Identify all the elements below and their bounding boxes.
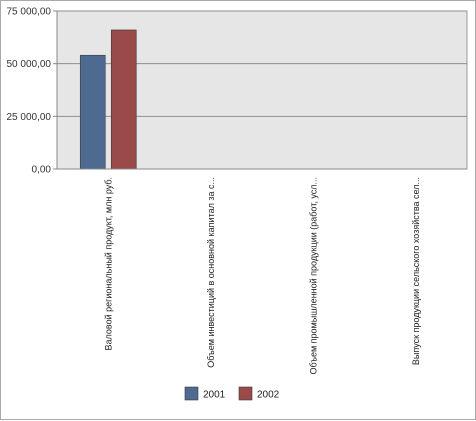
legend-swatch-2001 <box>184 386 199 401</box>
y-tick-label: 0,00 <box>32 165 52 176</box>
bars <box>79 29 137 170</box>
x-tick-label: Выпуск продукции сельского хозяйства сел… <box>411 177 421 365</box>
y-tick-label: 75 000,00 <box>7 7 52 18</box>
x-tick-label: Объем промышленной продукции (работ, усл… <box>308 177 318 375</box>
legend-label-2001: 2001 <box>203 390 226 401</box>
bar-2001-1 <box>79 54 106 170</box>
x-tick-label: Объем инвестиций в основной капитал за с… <box>206 177 216 368</box>
x-tick-label: Валовой региональный продукт, млн руб. <box>103 177 113 350</box>
category-labels: Валовой региональный продукт, млн руб. Об… <box>103 177 421 375</box>
axes <box>56 11 467 170</box>
legend: 2001 2002 <box>184 386 280 401</box>
y-tick-label: 25 000,00 <box>7 112 52 123</box>
bar-2002-1 <box>110 29 137 170</box>
legend-label-2002: 2002 <box>257 390 280 401</box>
legend-swatch-2002 <box>238 386 253 401</box>
y-axis-ticks: 0,00 25 000,00 50 000,00 75 000,00 <box>7 7 57 176</box>
y-tick-label: 50 000,00 <box>7 59 52 70</box>
